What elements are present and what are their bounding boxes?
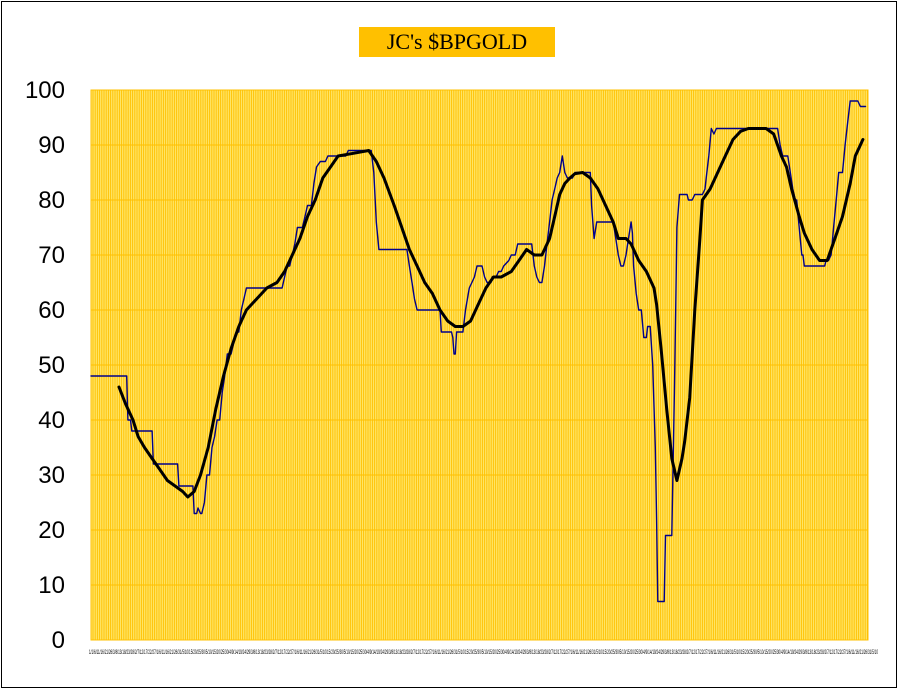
x-axis: 1/1/6/11/16/21/26/3/8/13/18/23/28/2/7/12… — [89, 650, 878, 656]
series-layer — [90, 100, 867, 603]
chart-title-text: JC's $BPGOLD — [386, 29, 528, 54]
y-tick-label: 90 — [38, 132, 65, 159]
y-axis: 0 10 20 30 40 50 60 70 80 90 100 — [25, 77, 65, 654]
horizontal-gridlines — [90, 89, 869, 641]
y-tick-label: 20 — [38, 517, 65, 544]
y-tick-label: 60 — [38, 297, 65, 324]
y-tick-label: 30 — [38, 462, 65, 489]
y-tick-label: 0 — [52, 627, 65, 654]
y-tick-label: 40 — [38, 407, 65, 434]
series-line-2 — [117, 127, 865, 499]
plot-border — [90, 89, 869, 641]
x-tick-labels: 1/1/6/11/16/21/26/3/8/13/18/23/28/2/7/12… — [89, 650, 878, 656]
y-tick-label: 70 — [38, 242, 65, 269]
chart-title: JC's $BPGOLD — [359, 27, 555, 57]
y-tick-label: 80 — [38, 187, 65, 214]
y-tick-label: 100 — [25, 77, 65, 104]
y-tick-label: 10 — [38, 572, 65, 599]
y-tick-label: 50 — [38, 352, 65, 379]
